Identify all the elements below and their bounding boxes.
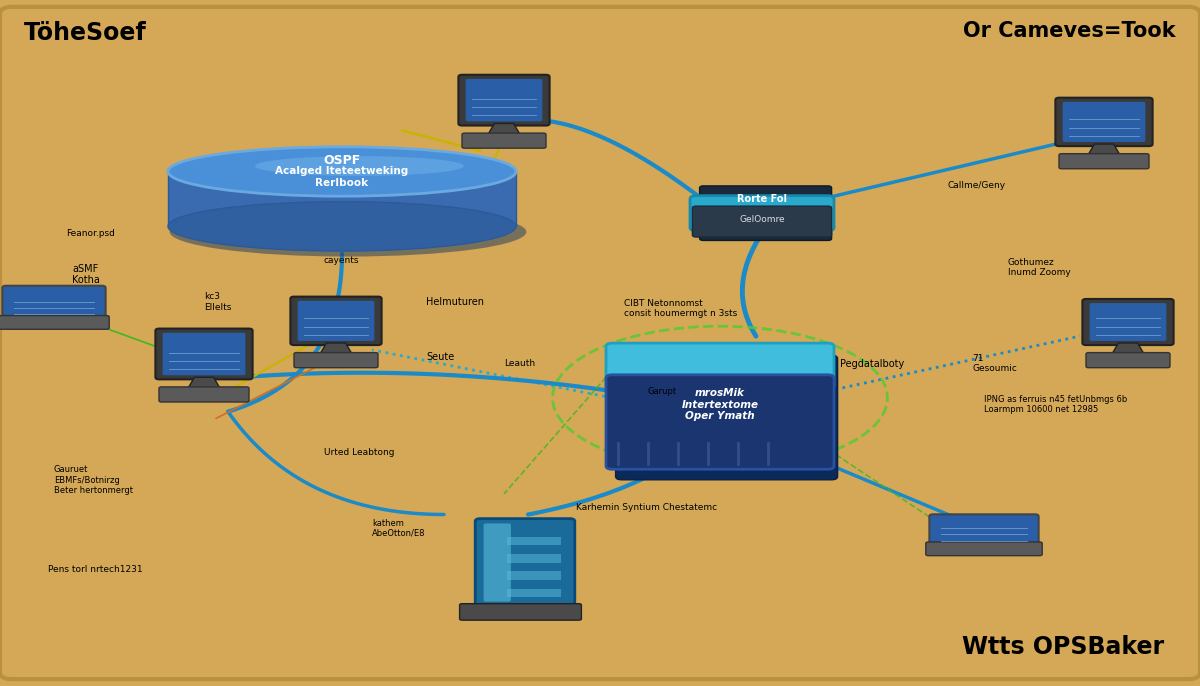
Text: Rorte Fol: Rorte Fol <box>737 194 787 204</box>
FancyBboxPatch shape <box>930 514 1038 547</box>
Polygon shape <box>187 377 221 390</box>
Text: Wtts OPSBaker: Wtts OPSBaker <box>962 635 1164 659</box>
Text: kc3
Ellelts: kc3 Ellelts <box>204 292 232 311</box>
Bar <box>508 554 562 563</box>
Text: Feanor.psd: Feanor.psd <box>66 228 115 238</box>
Polygon shape <box>1087 144 1121 156</box>
FancyBboxPatch shape <box>158 387 250 402</box>
Text: Urted Leabtong: Urted Leabtong <box>324 448 395 458</box>
FancyBboxPatch shape <box>290 296 382 345</box>
Text: GelOomre: GelOomre <box>739 215 785 224</box>
FancyBboxPatch shape <box>458 75 550 126</box>
Ellipse shape <box>169 207 527 257</box>
FancyBboxPatch shape <box>926 542 1042 556</box>
Text: Garupt: Garupt <box>648 386 677 396</box>
Text: Gauruet
EBMFs/Botnirzg
Beter hertonmergt: Gauruet EBMFs/Botnirzg Beter hertonmergt <box>54 465 133 495</box>
Bar <box>508 589 562 597</box>
FancyBboxPatch shape <box>1060 154 1150 169</box>
FancyBboxPatch shape <box>466 79 542 121</box>
Polygon shape <box>487 123 521 136</box>
Text: Acalged Iteteetweking
RerIbook: Acalged Iteteetweking RerIbook <box>275 166 409 188</box>
Text: OSPF: OSPF <box>323 154 361 167</box>
FancyBboxPatch shape <box>1086 353 1170 368</box>
FancyBboxPatch shape <box>692 206 832 237</box>
Text: Gothumez
Inumd Zoomy: Gothumez Inumd Zoomy <box>1008 258 1070 277</box>
Text: Leauth: Leauth <box>504 359 535 368</box>
FancyBboxPatch shape <box>298 300 374 341</box>
FancyBboxPatch shape <box>1090 303 1166 341</box>
FancyBboxPatch shape <box>606 375 834 469</box>
Ellipse shape <box>168 202 516 251</box>
Text: CIBT Netonnomst
consit houmermgt n 3sts: CIBT Netonnomst consit houmermgt n 3sts <box>624 299 737 318</box>
Text: Helmuturen: Helmuturen <box>426 297 484 307</box>
FancyBboxPatch shape <box>294 353 378 368</box>
FancyBboxPatch shape <box>0 316 109 329</box>
FancyBboxPatch shape <box>484 523 511 602</box>
FancyBboxPatch shape <box>2 285 106 321</box>
Polygon shape <box>319 343 353 355</box>
Polygon shape <box>1111 343 1145 355</box>
FancyBboxPatch shape <box>462 133 546 148</box>
FancyBboxPatch shape <box>475 519 575 606</box>
Polygon shape <box>168 172 516 226</box>
Text: IPNG as ferruis n45 fetUnbmgs 6b
Loarmpm 10600 net 12985: IPNG as ferruis n45 fetUnbmgs 6b Loarmpm… <box>984 395 1127 414</box>
FancyBboxPatch shape <box>1056 97 1153 146</box>
Text: Or Cameves=Took: Or Cameves=Took <box>964 21 1176 40</box>
Ellipse shape <box>256 156 463 176</box>
FancyBboxPatch shape <box>690 196 834 230</box>
FancyBboxPatch shape <box>156 329 253 379</box>
FancyBboxPatch shape <box>606 343 834 389</box>
FancyBboxPatch shape <box>163 333 246 375</box>
FancyBboxPatch shape <box>616 355 838 480</box>
Text: mrosMik
Intertextome
Oper Ymath: mrosMik Intertextome Oper Ymath <box>682 388 758 421</box>
Text: 71
Gesoumic: 71 Gesoumic <box>972 354 1016 373</box>
Text: kathem
AbeOtton/E8: kathem AbeOtton/E8 <box>372 519 426 538</box>
Text: Callme/Geny: Callme/Geny <box>948 180 1006 190</box>
Text: cayents: cayents <box>324 256 360 265</box>
FancyBboxPatch shape <box>0 7 1200 679</box>
FancyBboxPatch shape <box>700 186 832 241</box>
FancyBboxPatch shape <box>1082 299 1174 345</box>
Text: Karhemin Syntium Chestatemc: Karhemin Syntium Chestatemc <box>576 503 718 512</box>
Bar <box>508 571 562 580</box>
Ellipse shape <box>168 147 516 196</box>
FancyBboxPatch shape <box>460 604 582 620</box>
Bar <box>508 537 562 545</box>
Text: TöheSoef: TöheSoef <box>24 21 146 45</box>
Text: Pegdatalboty: Pegdatalboty <box>840 359 905 368</box>
Text: Pens torl nrtech1231: Pens torl nrtech1231 <box>48 565 143 574</box>
Text: aSMF
Kotha: aSMF Kotha <box>72 263 100 285</box>
Text: Seute: Seute <box>426 352 455 362</box>
FancyBboxPatch shape <box>1063 102 1146 142</box>
